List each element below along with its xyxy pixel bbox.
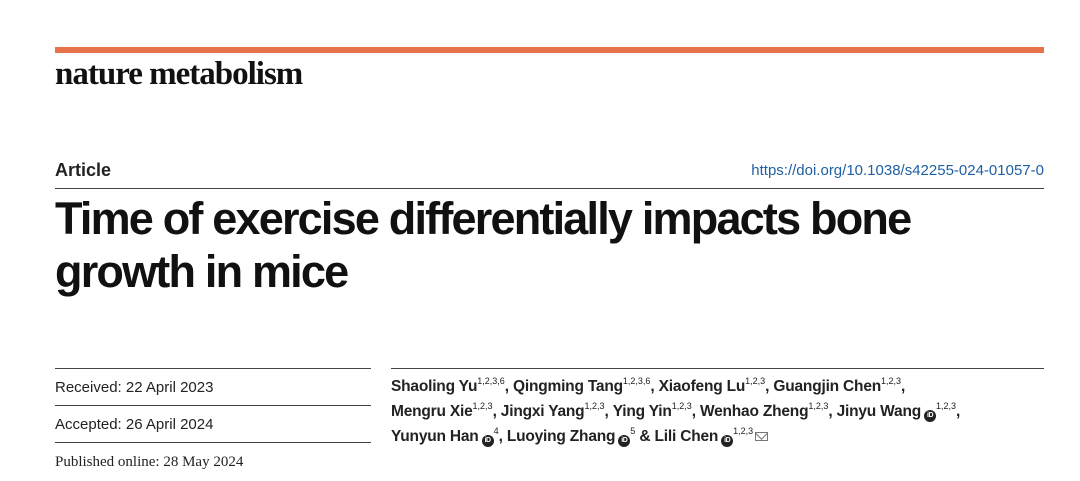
author-separator: , [498, 428, 507, 445]
author[interactable]: Lili Chen iD1,2,3 [654, 426, 769, 447]
author-separator: , [765, 378, 774, 395]
journal-accent-bar [55, 47, 1044, 53]
header-divider [55, 188, 1044, 189]
author-name: Wenhao Zheng [699, 403, 809, 420]
article-title: Time of exercise differentially impacts … [55, 193, 912, 297]
author-separator: , [504, 378, 513, 395]
affiliation-numbers: 1,2,3 [881, 376, 902, 386]
envelope-icon[interactable] [755, 432, 769, 441]
author-name: Yunyun Han [391, 428, 479, 445]
author-name: Luoying Zhang [506, 428, 616, 445]
author-name: Xiaofeng Lu [658, 378, 746, 395]
author[interactable]: Guangjin Chen1,2,3, [773, 376, 906, 396]
orcid-icon[interactable]: iD [721, 435, 734, 447]
author-name: Jingxi Yang [500, 403, 585, 420]
affiliation-numbers: 1,2,3 [936, 401, 957, 411]
divider [55, 368, 371, 369]
author-separator: , [691, 403, 700, 420]
author-separator: , [604, 403, 613, 420]
author-separator: , [492, 403, 501, 420]
received-date: Received: 22 April 2023 [55, 378, 214, 396]
author-name: Ying Yin [612, 403, 672, 420]
affiliation-numbers: 1,2,3,6 [477, 376, 505, 386]
author[interactable]: Yunyun Han iD4, [391, 426, 507, 447]
author[interactable]: Shaoling Yu1,2,3,6, [391, 376, 513, 396]
author-separator: , [828, 403, 837, 420]
doi-link[interactable]: https://doi.org/10.1038/s42255-024-01057… [751, 162, 1044, 179]
author-name: Mengru Xie [391, 403, 473, 420]
affiliation-numbers: 1,2,3 [733, 426, 754, 436]
affiliation-numbers: 1,2,3 [671, 401, 692, 411]
author[interactable]: Jinyu Wang iD1,2,3, [836, 401, 961, 422]
affiliation-numbers: 4 [493, 426, 499, 436]
author-name: Lili Chen [654, 428, 719, 445]
affiliation-numbers: 1,2,3 [472, 401, 493, 411]
author-list: Shaoling Yu1,2,3,6, Qingming Tang1,2,3,6… [391, 374, 1051, 449]
journal-name[interactable]: nature metabolism [55, 56, 303, 92]
author[interactable]: Xiaofeng Lu1,2,3, [658, 376, 774, 396]
author[interactable]: Wenhao Zheng1,2,3, [699, 401, 837, 421]
author-separator: & [635, 428, 655, 445]
divider [55, 405, 371, 406]
author[interactable]: Luoying Zhang iD5 & [506, 426, 655, 447]
divider [55, 442, 371, 443]
authors-divider [391, 368, 1044, 369]
orcid-icon[interactable]: iD [618, 435, 631, 447]
author[interactable]: Jingxi Yang1,2,3, [500, 401, 613, 421]
affiliation-numbers: 1,2,3 [808, 401, 829, 411]
orcid-icon[interactable]: iD [481, 435, 494, 447]
article-dates: Received: 22 April 2023 Accepted: 26 Apr… [55, 368, 371, 481]
author-name: Guangjin Chen [773, 378, 882, 395]
author-separator: , [956, 403, 961, 420]
article-type: Article [55, 160, 112, 180]
author-name: Jinyu Wang [836, 403, 922, 420]
author-separator: , [650, 378, 659, 395]
affiliation-numbers: 1,2,3 [745, 376, 766, 386]
author-name: Qingming Tang [512, 378, 623, 395]
affiliation-numbers: 5 [630, 426, 636, 436]
author-name: Shaoling Yu [391, 378, 478, 395]
author[interactable]: Qingming Tang1,2,3,6, [512, 376, 659, 396]
published-date: Published online: 28 May 2024 [55, 453, 244, 470]
orcid-icon[interactable]: iD [924, 410, 936, 422]
author[interactable]: Ying Yin1,2,3, [612, 401, 700, 421]
accepted-date: Accepted: 26 April 2024 [55, 415, 214, 433]
author-separator: , [901, 378, 906, 395]
affiliation-numbers: 1,2,3 [584, 401, 605, 411]
affiliation-numbers: 1,2,3,6 [622, 376, 651, 386]
author[interactable]: Mengru Xie1,2,3, [391, 401, 501, 421]
